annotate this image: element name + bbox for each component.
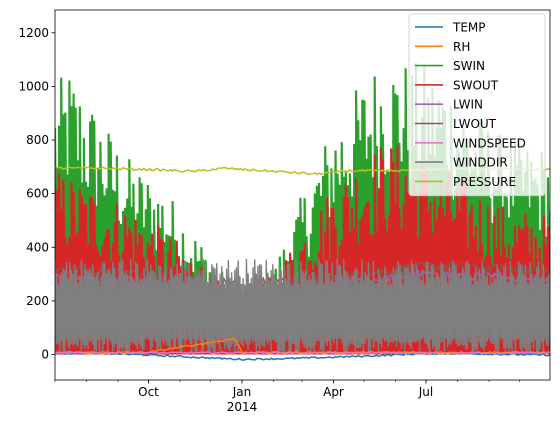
y-tick-label: 600 bbox=[26, 187, 49, 201]
x-tick-label: Jan bbox=[232, 385, 252, 399]
legend-label-windspeed: WINDSPEED bbox=[453, 136, 526, 150]
y-tick-label: 200 bbox=[26, 294, 49, 308]
legend-label-pressure: PRESSURE bbox=[453, 175, 516, 189]
legend-label-winddir: WINDDIR bbox=[453, 156, 508, 170]
y-tick-label: 800 bbox=[26, 133, 49, 147]
series-line-winddir bbox=[55, 258, 550, 355]
legend-label-temp: TEMP bbox=[452, 21, 486, 35]
legend-label-swout: SWOUT bbox=[453, 78, 499, 92]
series-line-windspeed bbox=[55, 351, 550, 355]
legend-label-rh: RH bbox=[453, 40, 470, 54]
x-tick-label: Jul bbox=[418, 385, 433, 399]
y-tick-label: 0 bbox=[41, 348, 49, 362]
y-tick-label: 1000 bbox=[18, 79, 49, 93]
x-tick-label: Oct bbox=[138, 385, 159, 399]
y-tick-label: 400 bbox=[26, 240, 49, 254]
y-tick-label: 1200 bbox=[18, 26, 49, 40]
series-layer bbox=[55, 62, 550, 361]
legend-label-swin: SWIN bbox=[453, 59, 485, 73]
x-tick-sublabel: 2014 bbox=[227, 400, 258, 414]
legend-label-lwout: LWOUT bbox=[453, 117, 497, 131]
plot-frame bbox=[54, 9, 551, 381]
x-tick-label: Apr bbox=[323, 385, 344, 399]
legend-box bbox=[408, 13, 546, 197]
legend: TEMP RH SWIN SWOUT LWIN LWOUT WINDSPEED WINDDIR… bbox=[408, 13, 546, 197]
legend-label-lwin: LWIN bbox=[453, 98, 483, 112]
